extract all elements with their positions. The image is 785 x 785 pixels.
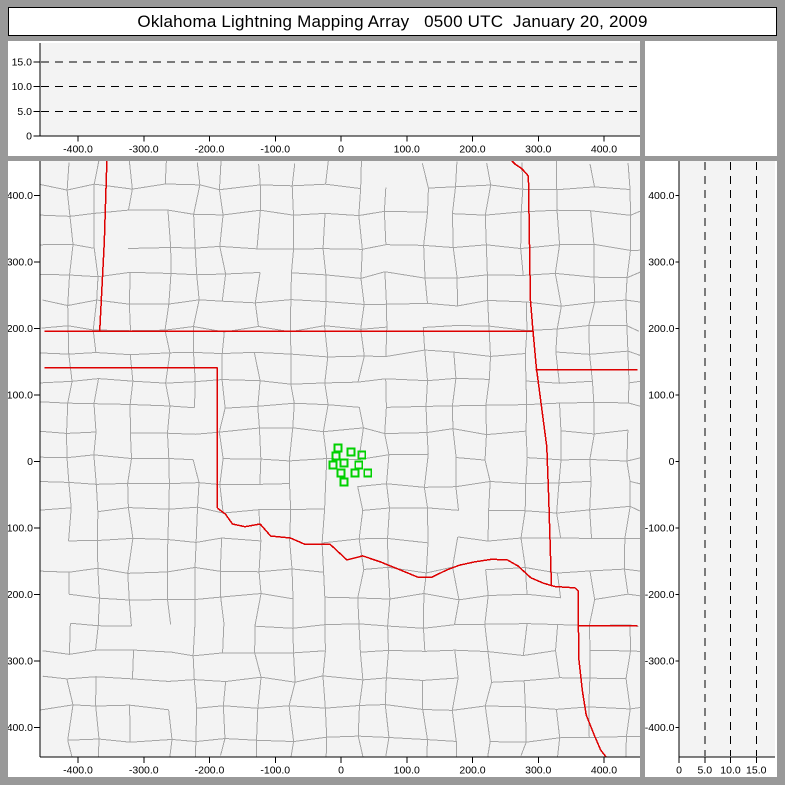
x-tick-label: 200.0: [459, 765, 485, 777]
x-tick-label: -100.0: [260, 144, 290, 156]
state-border-red-river: [216, 507, 576, 589]
x-tick-label: 5.0: [697, 765, 712, 777]
altitude-ew-plot: 15.0 10.0 5.0 0 -400.0 -300.0 -200.0 -100.0 0 100…: [12, 43, 640, 156]
plan-view-map-panel: 400.0 300.0 200.0 100.0 0 -100.0 -200.0 -300.0 -…: [8, 161, 640, 777]
map-layers: [40, 161, 640, 757]
lma-station-marker: [357, 450, 367, 460]
y-tick-label: 300.0: [648, 257, 674, 269]
x-tick-label: 300.0: [525, 144, 551, 156]
y-tick-label: -300.0: [8, 656, 33, 668]
plan-view-map: 400.0 300.0 200.0 100.0 0 -100.0 -200.0 -300.0 -…: [8, 161, 640, 777]
lma-station-marker: [331, 451, 341, 461]
x-tick-label: 400.0: [591, 144, 617, 156]
x-tick-label: 0: [338, 765, 344, 777]
lma-station-marker: [350, 468, 360, 478]
x-tick-label: -400.0: [63, 765, 93, 777]
y-tick-label: -400.0: [645, 722, 675, 734]
y-tick-label: 5.0: [17, 106, 32, 118]
y-tick-label: -400.0: [8, 722, 33, 734]
lma-station-marker: [339, 477, 349, 487]
y-tick-label: 0: [669, 456, 675, 468]
county-boundaries: [40, 161, 640, 757]
y-tick-label: -200.0: [645, 589, 675, 601]
ns-altitude-plot-area[interactable]: [679, 161, 775, 757]
y-tick-label: 0: [26, 131, 32, 143]
x-tick-label: 300.0: [525, 765, 551, 777]
lma-station-marker: [346, 447, 356, 457]
lma-station-marker: [363, 468, 373, 478]
state-borders: [44, 161, 638, 757]
x-tick-label: -100.0: [260, 765, 290, 777]
x-tick-label: -300.0: [129, 765, 159, 777]
y-tick-label: -100.0: [645, 523, 675, 535]
x-tick-label: 100.0: [394, 765, 420, 777]
title-bar: Oklahoma Lightning Mapping Array 0500 UT…: [8, 7, 777, 36]
lma-stations: [328, 443, 373, 487]
y-tick-label: 300.0: [8, 257, 33, 269]
lma-station-marker: [328, 460, 338, 470]
y-tick-label: -200.0: [8, 589, 33, 601]
x-tick-label: -300.0: [129, 144, 159, 156]
y-tick-label: -300.0: [645, 656, 675, 668]
page-title: Oklahoma Lightning Mapping Array 0500 UT…: [137, 11, 648, 31]
y-tick-label: 100.0: [8, 390, 33, 402]
x-tick-label: 10.0: [720, 765, 741, 777]
lma-station-marker: [336, 468, 346, 478]
y-tick-label: 400.0: [8, 190, 33, 202]
state-border-kansas-missouri: [511, 161, 534, 332]
altitude-histogram-panel: [645, 41, 777, 156]
lma-station-marker: [333, 443, 343, 453]
y-tick-label: 400.0: [648, 190, 674, 202]
lma-station-marker: [339, 458, 349, 468]
state-border-texas-arkansas: [574, 587, 607, 757]
lma-station-marker: [354, 460, 364, 470]
y-tick-label: 10.0: [12, 81, 33, 93]
altitude-ns-plot: 400.0 300.0 200.0 100.0 0 -100.0 -200.0 -300.0 -…: [645, 161, 775, 777]
y-tick-label: 0: [27, 456, 33, 468]
x-tick-label: 15.0: [746, 765, 767, 777]
ew-altitude-plot-area[interactable]: [40, 43, 640, 136]
y-tick-label: -100.0: [8, 523, 33, 535]
x-tick-label: 200.0: [459, 144, 485, 156]
x-tick-label: -400.0: [63, 144, 93, 156]
altitude-ns-panel: 400.0 300.0 200.0 100.0 0 -100.0 -200.0 -300.0 -…: [645, 161, 777, 777]
x-tick-label: 400.0: [591, 765, 617, 777]
x-tick-label: 100.0: [394, 144, 420, 156]
state-border-oklahoma-arkansas: [532, 331, 553, 586]
y-tick-label: 100.0: [648, 390, 674, 402]
y-tick-label: 15.0: [12, 57, 33, 69]
x-tick-label: -200.0: [195, 765, 225, 777]
x-tick-label: -200.0: [195, 144, 225, 156]
altitude-ew-panel: 15.0 10.0 5.0 0 -400.0 -300.0 -200.0 -100.0 0 100…: [8, 41, 640, 156]
y-tick-label: 200.0: [648, 323, 674, 335]
y-tick-label: 200.0: [8, 323, 33, 335]
state-border-colorado-kansas: [98, 161, 108, 332]
x-tick-label: 0: [676, 765, 682, 777]
x-tick-label: 0: [338, 144, 344, 156]
